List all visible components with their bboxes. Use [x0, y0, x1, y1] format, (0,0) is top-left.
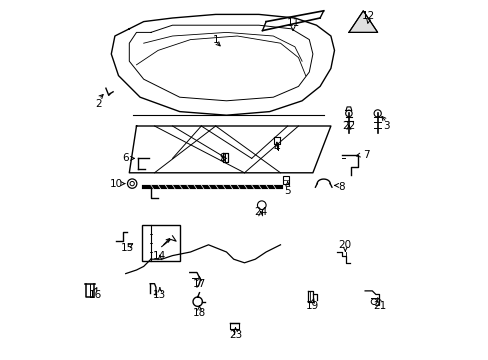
Text: 6: 6 [122, 153, 129, 163]
Text: 7: 7 [363, 150, 369, 160]
Text: 15: 15 [121, 243, 134, 253]
Text: 17: 17 [192, 279, 206, 289]
Bar [142, 225, 179, 261]
Text: 8: 8 [338, 182, 345, 192]
Text: 13: 13 [153, 290, 166, 300]
Text: 23: 23 [228, 330, 242, 340]
Text: 5: 5 [284, 186, 290, 196]
Text: 19: 19 [305, 301, 319, 311]
Text: 2: 2 [95, 99, 102, 109]
Text: 11: 11 [286, 18, 299, 28]
Text: 21: 21 [372, 301, 386, 311]
Text: 10: 10 [110, 179, 123, 189]
Polygon shape [348, 11, 377, 32]
Text: 4: 4 [273, 143, 280, 153]
Text: 1: 1 [212, 35, 219, 45]
Text: 20: 20 [338, 240, 351, 250]
Text: 22: 22 [342, 121, 355, 131]
Text: 9: 9 [219, 153, 226, 163]
Text: 3: 3 [383, 121, 389, 131]
Text: 14: 14 [153, 251, 166, 261]
Text: 18: 18 [192, 308, 206, 318]
Text: 12: 12 [361, 11, 375, 21]
Text: 16: 16 [88, 290, 102, 300]
Text: 24: 24 [254, 207, 267, 217]
